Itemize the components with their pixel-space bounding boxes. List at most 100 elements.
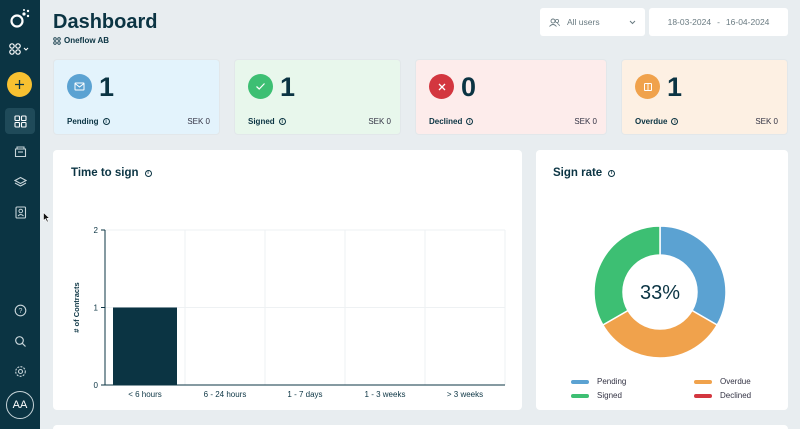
- page-title: Dashboard: [53, 11, 158, 33]
- declined-amount: SEK 0: [574, 117, 597, 126]
- envelope-icon: [74, 82, 85, 91]
- overdue-icon-circle: [635, 74, 660, 99]
- overdue-card[interactable]: 1 Overdue i SEK 0: [621, 59, 788, 135]
- user-avatar[interactable]: AA: [6, 391, 34, 419]
- legend-label: Signed: [597, 391, 622, 400]
- signed-amount: SEK 0: [368, 117, 391, 126]
- cross-icon: [438, 83, 445, 90]
- folder-icon: [14, 145, 26, 157]
- info-icon[interactable]: i: [671, 118, 679, 125]
- mouse-cursor-icon: [43, 210, 51, 228]
- signed-label: Signed: [248, 117, 275, 126]
- slice-overdue[interactable]: [601, 309, 719, 359]
- date-range-picker[interactable]: 18-03-2024 - 16-04-2024: [649, 8, 788, 36]
- sign-rate-title-row: Sign rate i: [553, 167, 616, 179]
- legend-item-declined[interactable]: Declined: [694, 391, 751, 400]
- signed-count: 1: [280, 72, 296, 102]
- users-filter-value: All users: [567, 17, 600, 27]
- workspace-switcher[interactable]: [8, 42, 32, 56]
- sign-rate-percentage: 33%: [640, 282, 680, 304]
- legend-swatch: [571, 379, 589, 384]
- declined-card[interactable]: 0 Declined i SEK 0: [415, 59, 607, 135]
- help-icon: ?: [14, 304, 26, 316]
- oneflow-logo[interactable]: [9, 9, 31, 29]
- declined-label-row: Declined i: [429, 117, 474, 126]
- sign-rate-title: Sign rate: [553, 167, 603, 179]
- grid-icon: [13, 114, 27, 128]
- sidebar: ? AA: [0, 0, 40, 429]
- info-icon[interactable]: i: [278, 118, 286, 125]
- pending-label: Pending: [67, 117, 99, 126]
- declined-label: Declined: [429, 117, 463, 126]
- x-tick-label: < 6 hours: [128, 390, 162, 399]
- y-tick-label: 1: [94, 304, 99, 313]
- svg-text:?: ?: [18, 308, 22, 315]
- legend-label: Overdue: [720, 377, 751, 386]
- slice-pending[interactable]: [659, 225, 727, 327]
- legend-label: Declined: [720, 391, 752, 400]
- sidebar-item-help[interactable]: ?: [5, 297, 35, 323]
- pending-icon-circle: [67, 74, 92, 99]
- pending-label-row: Pending i: [67, 117, 110, 126]
- address-book-icon: [14, 205, 26, 219]
- plus-icon: [15, 80, 24, 89]
- overdue-label: Overdue: [635, 117, 668, 126]
- layers-icon: [13, 176, 27, 187]
- x-tick-label: 1 - 7 days: [287, 390, 322, 399]
- info-icon[interactable]: i: [608, 169, 616, 177]
- declined-icon-circle: [429, 74, 454, 99]
- x-tick-label: 6 - 24 hours: [204, 390, 247, 399]
- legend-label: Pending: [597, 377, 627, 386]
- overdue-count: 1: [667, 72, 683, 102]
- y-axis-label: # of Contracts: [72, 282, 81, 332]
- date-from[interactable]: 18-03-2024: [667, 17, 712, 27]
- bar[interactable]: [113, 307, 177, 386]
- sidebar-item-documents[interactable]: [5, 138, 35, 164]
- time-to-sign-title: Time to sign: [71, 167, 139, 179]
- declined-count: 0: [461, 72, 477, 102]
- sidebar-item-search[interactable]: [5, 328, 35, 354]
- sidebar-item-contacts[interactable]: [5, 199, 35, 225]
- signed-card[interactable]: 1 Signed i SEK 0: [234, 59, 401, 135]
- legend-item-signed[interactable]: Signed: [571, 391, 622, 400]
- check-icon: [256, 83, 265, 90]
- time-to-sign-chart: 0 1 2 # of Contracts < 6 hours 6 - 24 hours 1 …: [72, 226, 506, 399]
- chevron-down-icon: [629, 20, 636, 24]
- time-to-sign-title-row: Time to sign i: [71, 167, 152, 179]
- pending-card[interactable]: 1 Pending i SEK 0: [53, 59, 220, 135]
- info-icon[interactable]: i: [102, 118, 110, 125]
- date-separator: -: [717, 17, 720, 27]
- legend-item-overdue[interactable]: Overdue: [694, 377, 751, 386]
- date-to[interactable]: 16-04-2024: [725, 17, 770, 27]
- slice-signed[interactable]: [593, 225, 661, 327]
- pending-amount: SEK 0: [187, 117, 210, 126]
- search-icon: [14, 335, 26, 347]
- workspace-label: Oneflow AB: [53, 36, 109, 45]
- legend-item-pending[interactable]: Pending: [571, 377, 626, 386]
- info-icon[interactable]: i: [144, 169, 152, 177]
- signed-icon-circle: [248, 74, 273, 99]
- sidebar-item-templates[interactable]: [5, 169, 35, 195]
- next-panel-edge: [53, 425, 788, 429]
- sidebar-item-settings[interactable]: [5, 358, 35, 384]
- gear-icon: [14, 365, 26, 377]
- users-filter-select[interactable]: All users: [540, 8, 645, 36]
- x-tick-label: > 3 weeks: [447, 390, 483, 399]
- sign-rate-panel: Sign rate i 33% Pending Overdue Signed D…: [536, 150, 788, 410]
- workspace-icon: [53, 36, 61, 45]
- x-tick-label: 1 - 3 weeks: [365, 390, 406, 399]
- legend-swatch: [694, 393, 712, 398]
- time-to-sign-panel: Time to sign i 0 1 2 # of Contracts < 6 hour…: [53, 150, 522, 410]
- users-icon: [549, 18, 560, 27]
- calendar-icon: [643, 82, 652, 91]
- pending-count: 1: [99, 72, 115, 102]
- overdue-label-row: Overdue i: [635, 117, 679, 126]
- create-button[interactable]: [7, 72, 32, 97]
- overdue-amount: SEK 0: [755, 117, 778, 126]
- sidebar-item-dashboard[interactable]: [5, 108, 35, 134]
- y-tick-label: 2: [94, 226, 99, 235]
- sign-rate-chart: 33%: [593, 225, 727, 359]
- info-icon[interactable]: i: [466, 118, 474, 125]
- legend-swatch: [694, 379, 712, 384]
- legend-swatch: [571, 393, 589, 398]
